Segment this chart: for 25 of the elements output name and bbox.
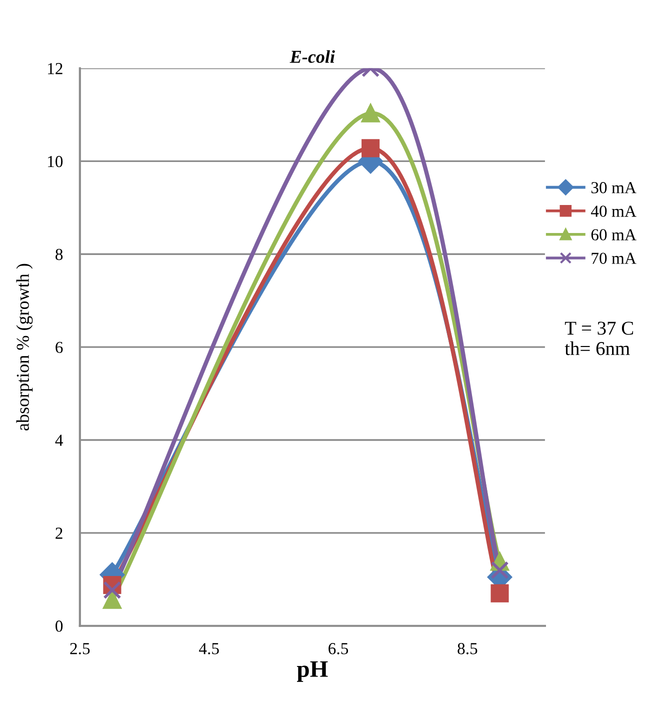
y-tick-label: 6: [56, 342, 63, 354]
y-tick-label: 8: [56, 248, 63, 260]
x-tick-label: 2.5: [70, 643, 90, 654]
point: [490, 584, 509, 602]
x-tick-label: 8.5: [458, 643, 478, 654]
legend-label: 70 mA: [592, 252, 636, 264]
y-tick-label: 4: [55, 434, 63, 446]
text: T = 37 C th= 6nm: [564, 322, 634, 356]
point: [103, 590, 122, 609]
y-tick-label: 0: [56, 620, 63, 632]
legend-label: 40 mA: [590, 206, 636, 217]
x-tick-label: 6.5: [328, 643, 348, 654]
y-tick-label: 10: [48, 156, 63, 168]
chart-title: E-coli: [290, 50, 335, 63]
legend-label: 60 mA: [591, 229, 636, 240]
x-tick-label: 4.5: [199, 643, 219, 654]
y-tick-label: 12: [48, 63, 62, 74]
point: [103, 581, 122, 600]
legend-label: 30 mA: [591, 182, 636, 194]
y-axis-title: absorption % (growth ): [16, 264, 33, 430]
point: [362, 139, 380, 158]
x-axis-title: pH: [296, 661, 328, 682]
y-tick-label: 2: [56, 528, 62, 539]
point: [362, 104, 380, 122]
point: [490, 561, 509, 580]
